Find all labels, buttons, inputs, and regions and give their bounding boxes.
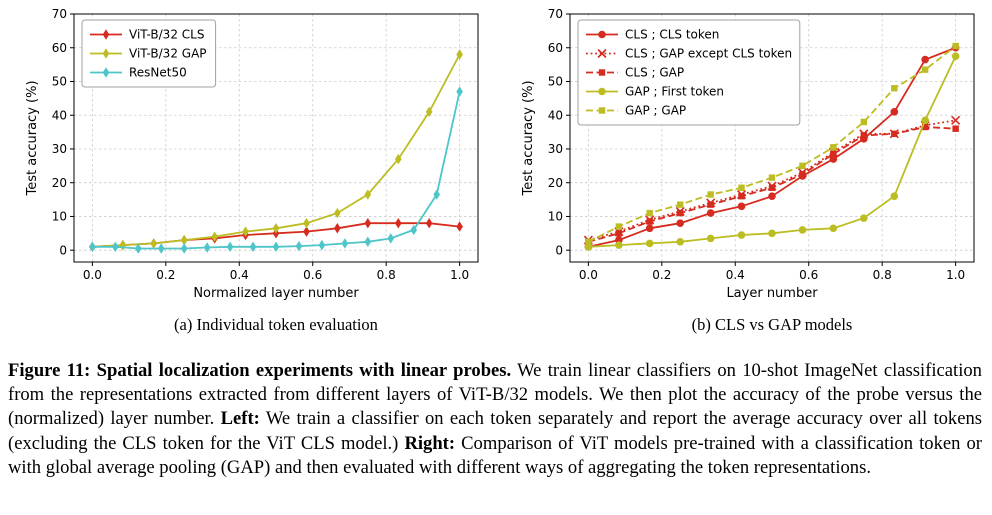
svg-text:0.6: 0.6 bbox=[303, 268, 322, 282]
svg-text:CLS ; GAP except CLS token: CLS ; GAP except CLS token bbox=[625, 47, 792, 61]
svg-text:0.0: 0.0 bbox=[579, 268, 598, 282]
svg-text:Layer number: Layer number bbox=[726, 286, 818, 301]
svg-text:0.8: 0.8 bbox=[873, 268, 892, 282]
svg-text:20: 20 bbox=[52, 176, 67, 190]
figure-caption: Figure 11: Spatial localization experime… bbox=[8, 359, 982, 480]
caption-right-label: Right: bbox=[404, 432, 456, 454]
svg-text:10: 10 bbox=[548, 210, 563, 224]
svg-text:0.0: 0.0 bbox=[83, 268, 102, 282]
svg-text:50: 50 bbox=[52, 75, 67, 89]
caption-figure-label: Figure 11: Spatial localization experime… bbox=[8, 360, 512, 381]
svg-text:GAP ; GAP: GAP ; GAP bbox=[625, 104, 686, 118]
caption-body-3: Comparison of ViT models pre-trained wit… bbox=[8, 432, 982, 478]
svg-text:0.2: 0.2 bbox=[156, 268, 175, 282]
charts-row: 0.0 0.2 0.4 0.6 0.8 1.0 0 10 20 30 40 50 60 70 Normali… bbox=[0, 6, 992, 335]
svg-text:50: 50 bbox=[548, 75, 563, 89]
svg-text:60: 60 bbox=[52, 41, 67, 55]
right-chart-block: 0.0 0.2 0.4 0.6 0.8 1.0 0 10 20 30 40 50 60 70 Layer n… bbox=[518, 6, 988, 335]
svg-text:CLS ; GAP: CLS ; GAP bbox=[625, 66, 684, 80]
svg-text:0.4: 0.4 bbox=[726, 268, 745, 282]
svg-text:Test accuracy (%): Test accuracy (%) bbox=[521, 80, 536, 196]
svg-text:20: 20 bbox=[548, 176, 563, 190]
svg-text:70: 70 bbox=[548, 7, 563, 21]
left-chart-svg: 0.0 0.2 0.4 0.6 0.8 1.0 0 10 20 30 40 50 60 70 Normali… bbox=[25, 7, 479, 301]
svg-text:ResNet50: ResNet50 bbox=[129, 66, 187, 80]
right-chart-svg: 0.0 0.2 0.4 0.6 0.8 1.0 0 10 20 30 40 50 60 70 Layer n… bbox=[521, 7, 975, 301]
right-chart-subcaption: (b) CLS vs GAP models bbox=[691, 315, 853, 334]
svg-text:Normalized layer number: Normalized layer number bbox=[193, 286, 359, 301]
svg-text:ViT-B/32 CLS: ViT-B/32 CLS bbox=[129, 28, 204, 42]
svg-text:0.6: 0.6 bbox=[799, 268, 818, 282]
svg-text:60: 60 bbox=[548, 41, 563, 55]
svg-text:0.8: 0.8 bbox=[377, 268, 396, 282]
svg-text:1.0: 1.0 bbox=[946, 268, 965, 282]
svg-text:0: 0 bbox=[555, 243, 563, 257]
svg-text:30: 30 bbox=[52, 142, 67, 156]
svg-text:30: 30 bbox=[548, 142, 563, 156]
left-chart-subcaption: (a) Individual token evaluation bbox=[174, 315, 378, 334]
svg-text:1.0: 1.0 bbox=[450, 268, 469, 282]
svg-text:40: 40 bbox=[52, 108, 67, 122]
caption-body-2: We train a classifier on each token sepa… bbox=[8, 408, 982, 454]
caption-body-1: We train linear classifiers on 10-shot I… bbox=[8, 360, 982, 430]
left-chart-block: 0.0 0.2 0.4 0.6 0.8 1.0 0 10 20 30 40 50 60 70 Normali… bbox=[22, 6, 492, 335]
svg-text:ViT-B/32 GAP: ViT-B/32 GAP bbox=[129, 47, 207, 61]
svg-text:0.2: 0.2 bbox=[652, 268, 671, 282]
svg-text:CLS ; CLS token: CLS ; CLS token bbox=[625, 28, 719, 42]
caption-left-label: Left: bbox=[220, 408, 260, 430]
svg-text:GAP ; First token: GAP ; First token bbox=[625, 85, 724, 99]
svg-text:10: 10 bbox=[52, 210, 67, 224]
svg-text:0.4: 0.4 bbox=[230, 268, 249, 282]
svg-text:0: 0 bbox=[59, 243, 67, 257]
svg-text:Test accuracy (%): Test accuracy (%) bbox=[25, 80, 40, 196]
svg-text:40: 40 bbox=[548, 108, 563, 122]
svg-text:70: 70 bbox=[52, 7, 67, 21]
